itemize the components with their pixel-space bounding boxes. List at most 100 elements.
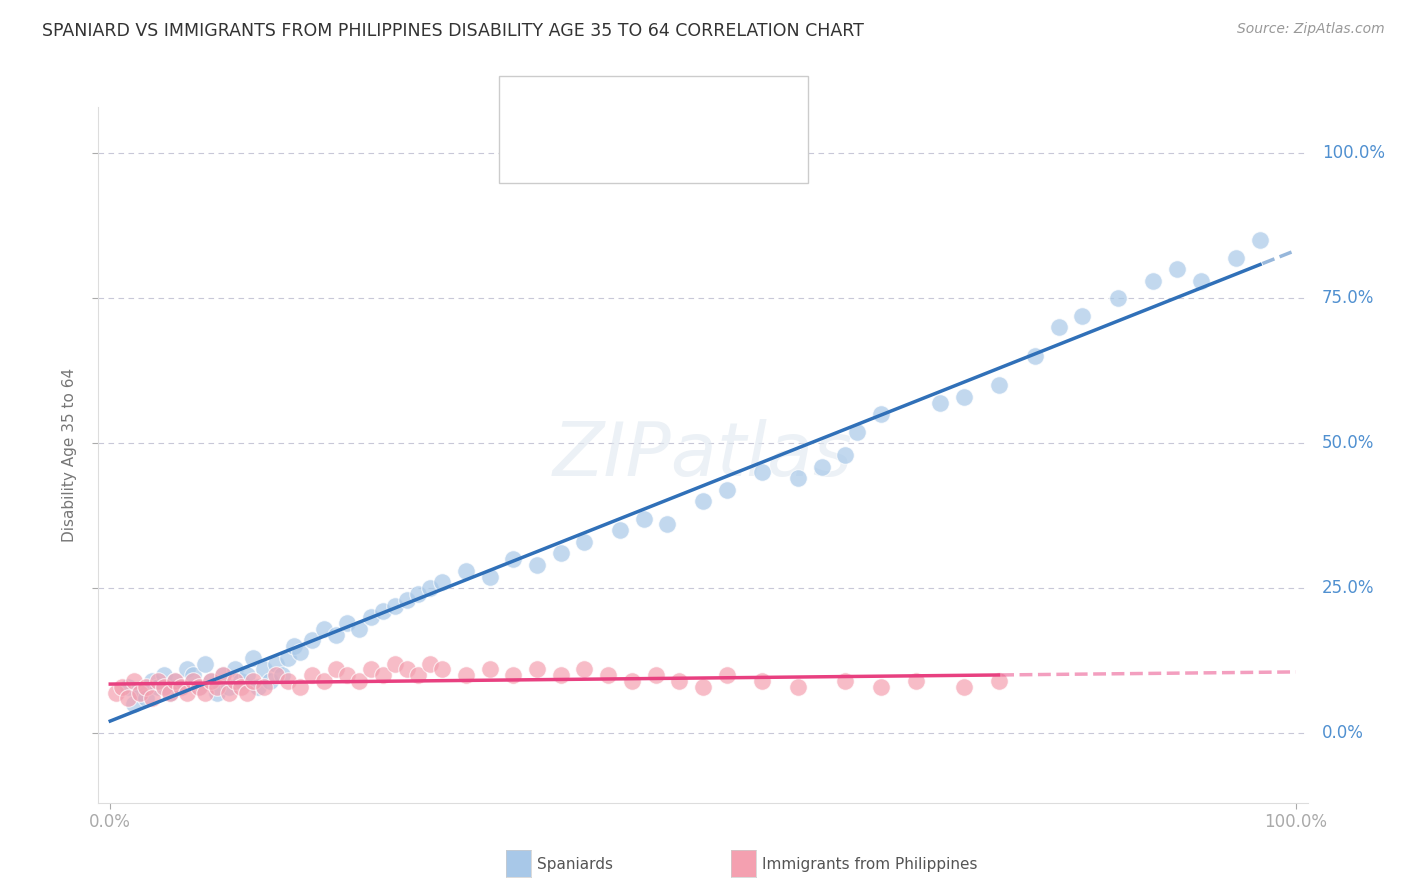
Point <box>620 674 643 689</box>
Text: R = -0.026   N =  59: R = -0.026 N = 59 <box>565 143 758 157</box>
Text: 50.0%: 50.0% <box>1322 434 1375 452</box>
Point <box>834 448 856 462</box>
Text: Spaniards: Spaniards <box>537 857 613 871</box>
Point <box>325 662 347 676</box>
Point <box>869 407 891 422</box>
Point <box>633 511 655 525</box>
Point <box>478 570 501 584</box>
Point <box>988 378 1011 392</box>
Point <box>869 680 891 694</box>
Point <box>574 662 596 676</box>
Point <box>668 674 690 689</box>
Point <box>952 390 974 404</box>
Point <box>312 622 335 636</box>
Text: 100.0%: 100.0% <box>1322 145 1385 162</box>
Point <box>259 674 281 689</box>
Point <box>117 680 139 694</box>
Point <box>146 680 169 694</box>
Point <box>135 691 157 706</box>
Point <box>212 668 235 682</box>
Point <box>1166 262 1188 277</box>
Text: 0.0%: 0.0% <box>1322 724 1364 742</box>
Point <box>135 680 157 694</box>
Point <box>200 674 222 689</box>
Point <box>1107 291 1129 305</box>
Point <box>159 685 181 699</box>
Point <box>170 680 193 694</box>
Point <box>181 668 204 682</box>
Point <box>218 685 240 699</box>
Point <box>181 674 204 689</box>
Point <box>122 674 145 689</box>
Point <box>235 668 257 682</box>
Point <box>283 639 305 653</box>
Point <box>170 680 193 694</box>
Point <box>1249 233 1271 247</box>
Text: R =  0.607   N =  71: R = 0.607 N = 71 <box>565 101 758 115</box>
Point <box>716 668 738 682</box>
Point <box>264 668 287 682</box>
Point <box>1189 274 1212 288</box>
Point <box>288 680 311 694</box>
Point <box>242 674 264 689</box>
Point <box>336 668 359 682</box>
Point <box>205 685 228 699</box>
Point <box>146 674 169 689</box>
Point <box>454 668 477 682</box>
Point <box>644 668 666 682</box>
Point <box>574 534 596 549</box>
Point <box>598 668 620 682</box>
Point <box>1225 251 1247 265</box>
Point <box>347 622 370 636</box>
Point <box>253 662 276 676</box>
Point <box>229 674 252 689</box>
Point <box>810 459 832 474</box>
Point <box>229 680 252 694</box>
Point <box>159 685 181 699</box>
Text: ZIPatlas: ZIPatlas <box>553 419 853 491</box>
Point <box>786 680 808 694</box>
Point <box>129 685 152 699</box>
Point <box>408 587 430 601</box>
Point <box>360 610 382 624</box>
Point <box>242 651 264 665</box>
Point <box>502 668 524 682</box>
Point <box>176 662 198 676</box>
Point <box>432 662 454 676</box>
Text: Source: ZipAtlas.com: Source: ZipAtlas.com <box>1237 22 1385 37</box>
Point <box>550 668 572 682</box>
Point <box>205 680 228 694</box>
Point <box>609 523 631 537</box>
Point <box>751 674 773 689</box>
Point <box>188 680 211 694</box>
Point <box>716 483 738 497</box>
Y-axis label: Disability Age 35 to 64: Disability Age 35 to 64 <box>62 368 77 542</box>
Point <box>264 657 287 671</box>
Point <box>1142 274 1164 288</box>
Point <box>952 680 974 694</box>
Point <box>288 645 311 659</box>
Point <box>117 691 139 706</box>
Point <box>419 657 441 671</box>
Point <box>212 668 235 682</box>
Point <box>247 680 270 694</box>
Point <box>253 680 276 694</box>
Point <box>336 615 359 630</box>
Point <box>224 662 246 676</box>
Point <box>751 466 773 480</box>
Point <box>200 674 222 689</box>
Text: SPANIARD VS IMMIGRANTS FROM PHILIPPINES DISABILITY AGE 35 TO 64 CORRELATION CHAR: SPANIARD VS IMMIGRANTS FROM PHILIPPINES … <box>42 22 865 40</box>
Point <box>312 674 335 689</box>
Point <box>419 582 441 596</box>
Point <box>122 698 145 712</box>
Point <box>905 674 928 689</box>
Point <box>141 691 163 706</box>
Point <box>395 592 418 607</box>
Point <box>224 674 246 689</box>
Point <box>165 674 187 689</box>
Text: 75.0%: 75.0% <box>1322 289 1375 308</box>
Point <box>846 425 869 439</box>
Point <box>141 674 163 689</box>
Point <box>165 674 187 689</box>
Point <box>786 471 808 485</box>
